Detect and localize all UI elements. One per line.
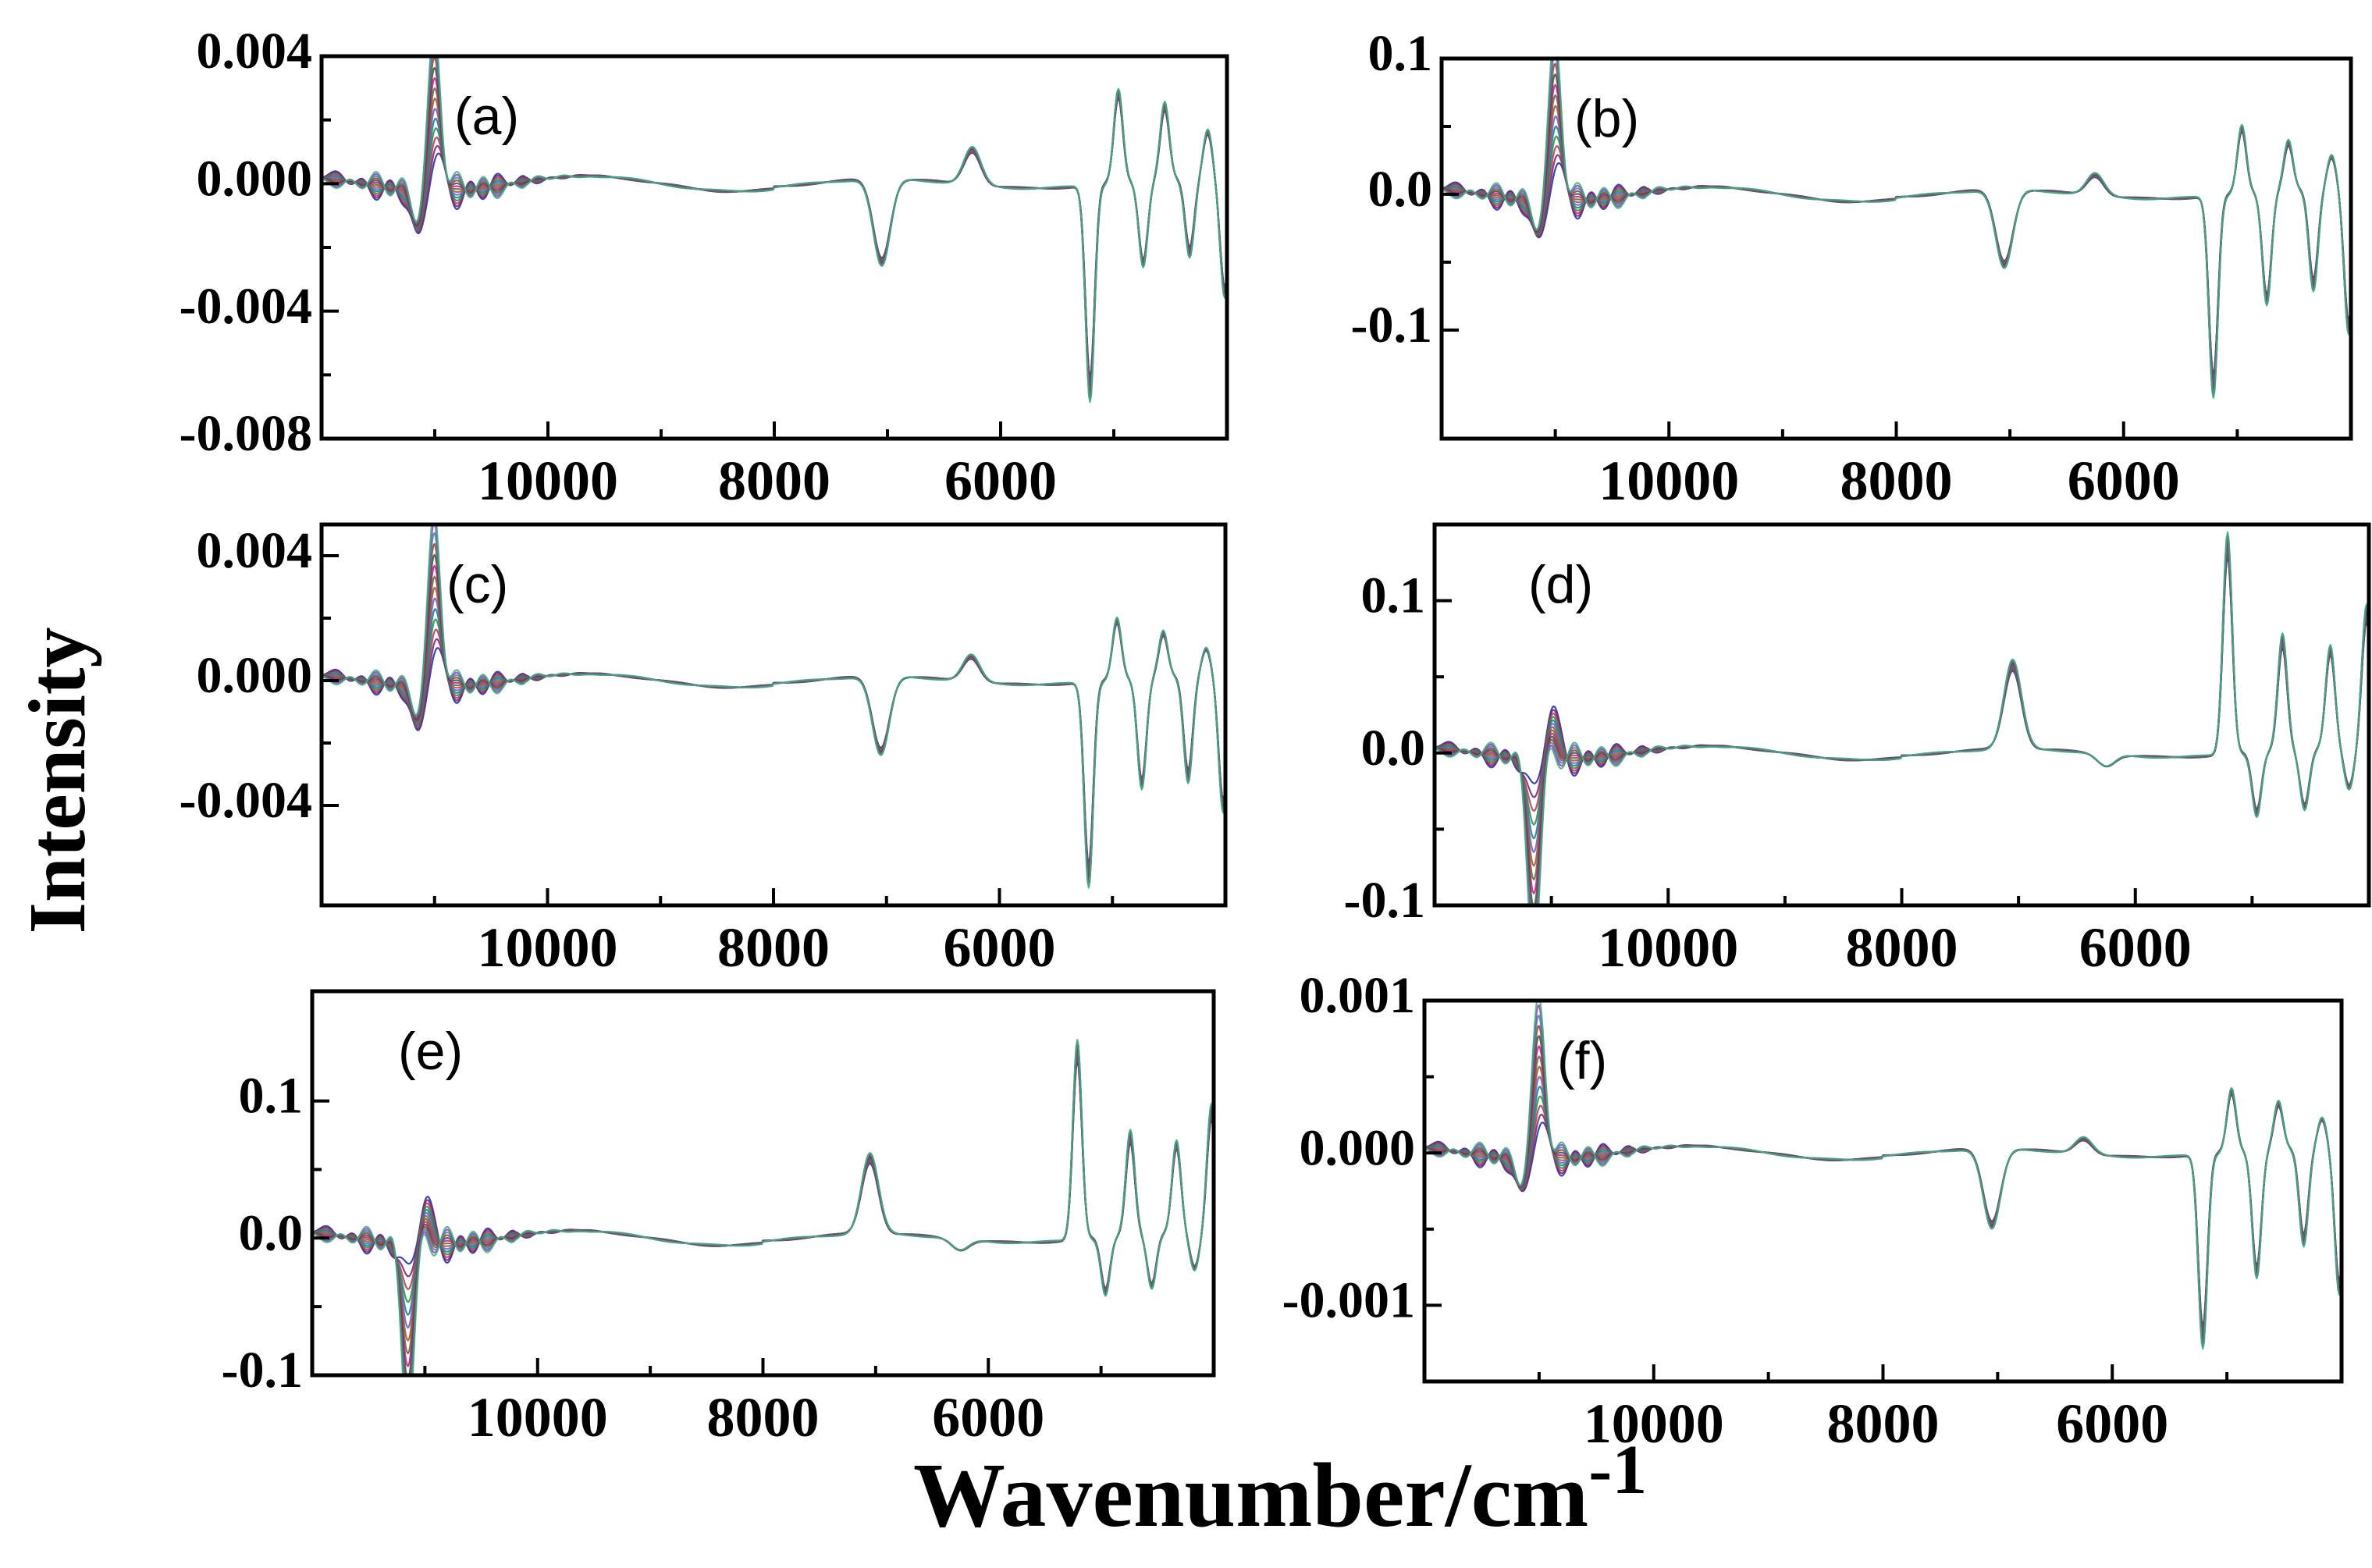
panel-label: (a) xyxy=(454,87,519,146)
panel-a: 0.004 0.000 -0.004 -0.008 10000 8000 6000 (a) xyxy=(180,23,1229,512)
series-line xyxy=(322,575,1225,878)
x-tick-label: 8000 xyxy=(1827,1392,1940,1455)
panel-label: (f) xyxy=(1557,1031,1607,1090)
y-tick-label: 0.1 xyxy=(1361,567,1426,624)
series-line xyxy=(322,621,1225,869)
series-line xyxy=(312,1051,1214,1342)
panel-b: 0.1 0.0 -0.1 10000 8000 6000 (b) xyxy=(1351,25,2353,512)
series-group xyxy=(312,1039,1214,1375)
x-tick-label: 8000 xyxy=(1846,916,1958,979)
y-tick-label: -0.008 xyxy=(180,405,312,462)
y-tick-label: 0.1 xyxy=(239,1068,304,1125)
series-line xyxy=(1442,126,2351,382)
series-line xyxy=(1424,1086,2342,1334)
x-tick-label: 6000 xyxy=(2056,1392,2168,1455)
y-tick-label: 0.1 xyxy=(1368,25,1433,82)
y-tick-label: -0.004 xyxy=(180,772,312,829)
y-tick-label: 0.004 xyxy=(197,522,313,579)
series-group xyxy=(1435,531,2369,905)
x-axis-label: Wavenumber/cm-1 xyxy=(913,1431,1647,1546)
x-tick-label: 10000 xyxy=(468,1386,608,1449)
y-tick-label: 0.000 xyxy=(197,150,313,207)
x-tick-label: 10000 xyxy=(1599,450,1739,512)
x-tick-label: 10000 xyxy=(1584,1392,1724,1455)
y-tick-label: 0.001 xyxy=(1300,967,1416,1024)
series-line xyxy=(1442,130,2351,375)
series-line xyxy=(322,56,1227,404)
y-tick-label: 0.0 xyxy=(1361,720,1426,777)
series-line xyxy=(322,586,1225,876)
series-line xyxy=(1442,129,2351,381)
panel-d: 0.1 0.0 -0.1 10000 8000 6000 (d) xyxy=(1344,522,2371,979)
series-line xyxy=(312,1047,1214,1367)
x-axis-label-sup: -1 xyxy=(1588,1431,1647,1509)
series-line xyxy=(1424,1076,2342,1336)
y-tick-label: 0.000 xyxy=(197,647,313,704)
y-axis-label: Intensity xyxy=(12,628,102,934)
series-line xyxy=(1424,1092,2342,1332)
series-line xyxy=(1424,1055,2342,1339)
y-tick-label: -0.004 xyxy=(180,278,312,335)
x-tick-label: 8000 xyxy=(707,1386,820,1449)
x-tick-label: 6000 xyxy=(932,1386,1044,1449)
series-line xyxy=(312,1052,1214,1329)
y-tick-label: 0.0 xyxy=(239,1204,304,1261)
series-group xyxy=(1424,1001,2342,1350)
series-line xyxy=(1424,1093,2342,1327)
series-line xyxy=(1442,130,2351,379)
x-tick-label: 6000 xyxy=(944,916,1056,979)
x-axis-label-main: Wavenumber/cm xyxy=(913,1444,1588,1546)
panel-label: (c) xyxy=(446,555,508,614)
series-group xyxy=(322,56,1227,404)
panel-e: 0.1 0.0 -0.1 10000 8000 6000 (e) xyxy=(222,989,1216,1449)
x-tick-label: 10000 xyxy=(1598,916,1738,979)
series-group xyxy=(1442,59,2351,399)
series-line xyxy=(322,524,1225,889)
series-line xyxy=(1442,116,2351,385)
panel-f: 0.001 0.000 -0.001 10000 8000 6000 (f) xyxy=(1282,967,2344,1455)
x-tick-label: 6000 xyxy=(2079,916,2192,979)
x-tick-label: 6000 xyxy=(944,450,1057,512)
series-line xyxy=(1442,59,2351,399)
panel-label: (b) xyxy=(1574,89,1639,148)
series-line xyxy=(312,1048,1214,1355)
series-line xyxy=(1442,130,2351,377)
y-tick-label: -0.1 xyxy=(1351,297,1432,354)
series-group xyxy=(322,524,1225,889)
series-line xyxy=(312,1042,1214,1375)
y-tick-label: -0.1 xyxy=(222,1342,303,1399)
x-tick-label: 8000 xyxy=(717,916,830,979)
x-tick-label: 6000 xyxy=(2068,450,2180,512)
x-tick-label: 8000 xyxy=(1840,450,1953,512)
series-line xyxy=(312,1039,1214,1375)
series-line xyxy=(312,1055,1214,1303)
panel-label: (d) xyxy=(1528,555,1593,614)
series-line xyxy=(1424,1001,2342,1350)
panel-c: 0.004 0.000 -0.004 10000 8000 6000 (c) xyxy=(180,522,1228,979)
y-tick-label: 0.0 xyxy=(1368,161,1433,218)
panel-label: (e) xyxy=(398,1022,463,1081)
series-line xyxy=(1424,1092,2342,1331)
y-tick-label: -0.001 xyxy=(1282,1272,1415,1329)
y-tick-label: -0.1 xyxy=(1344,872,1425,929)
x-tick-label: 10000 xyxy=(478,450,618,512)
series-line xyxy=(322,597,1225,874)
x-tick-label: 8000 xyxy=(718,450,830,512)
y-tick-label: 0.004 xyxy=(197,23,313,80)
series-line xyxy=(322,608,1225,873)
series-line xyxy=(312,1044,1214,1375)
series-line xyxy=(322,622,1225,865)
series-line xyxy=(322,622,1225,866)
y-tick-label: 0.000 xyxy=(1300,1119,1416,1176)
series-line xyxy=(1435,531,2369,905)
series-line xyxy=(312,1045,1214,1375)
series-line xyxy=(322,618,1225,870)
series-line xyxy=(312,1054,1214,1316)
series-line xyxy=(1424,1093,2342,1329)
series-line xyxy=(1424,1065,2342,1338)
x-tick-label: 10000 xyxy=(478,916,618,979)
